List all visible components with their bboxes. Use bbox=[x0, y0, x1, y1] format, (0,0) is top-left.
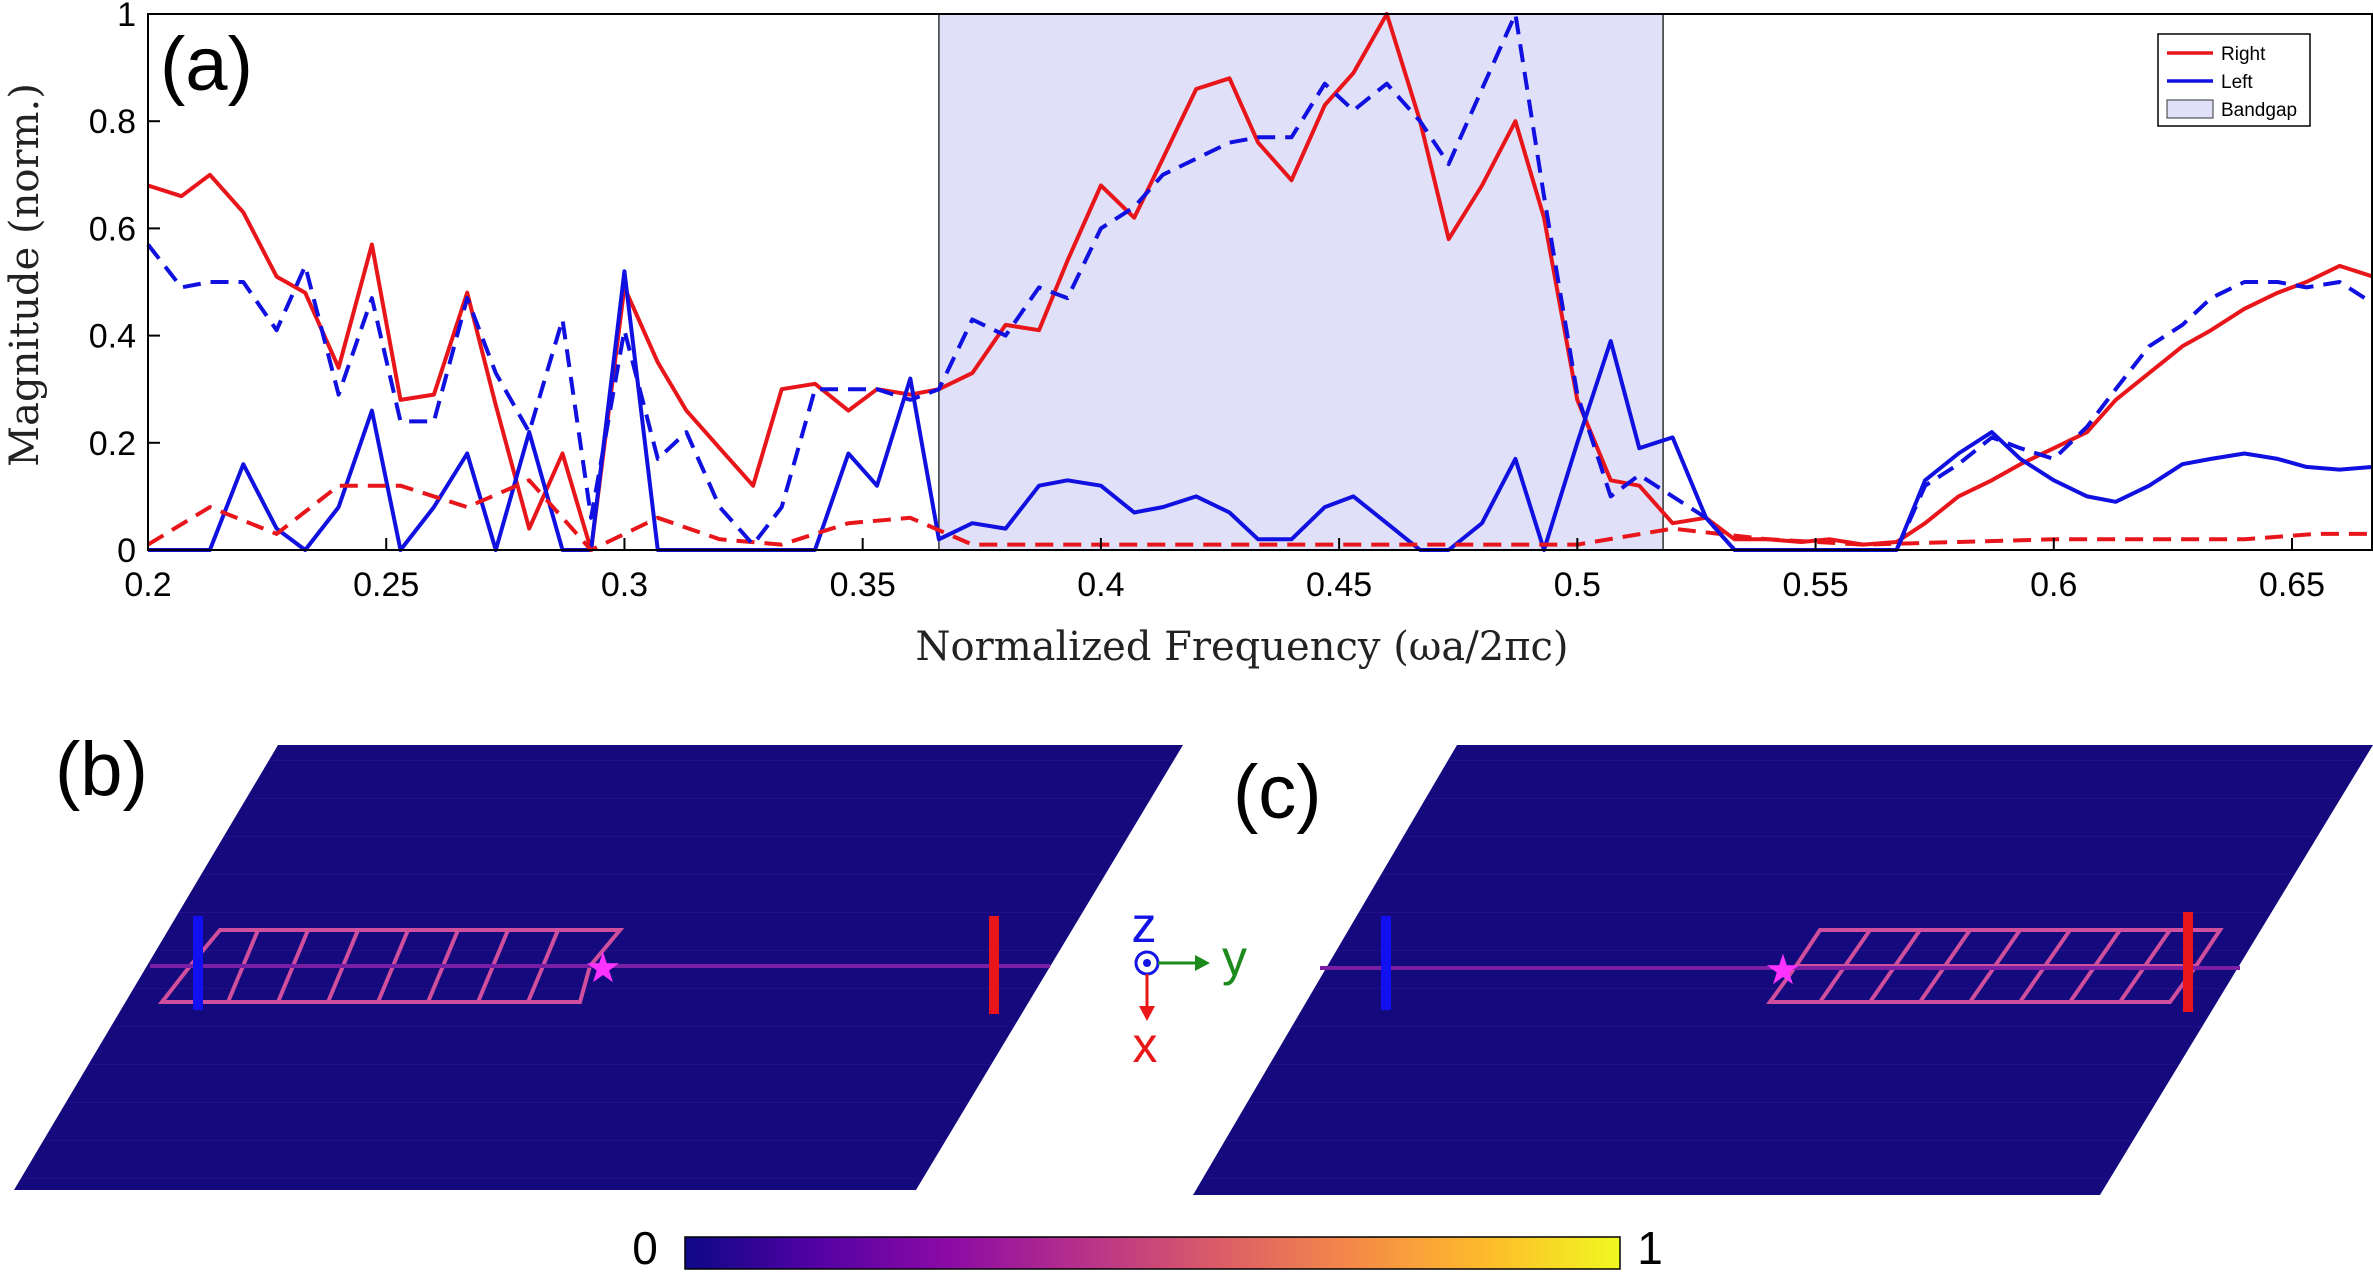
field-map-b: (b) ★ bbox=[14, 727, 1183, 1190]
plot-lines bbox=[146, 12, 2373, 552]
x-axis-label: x bbox=[1133, 1017, 1158, 1073]
x-tick-label: 0.55 bbox=[1782, 566, 1848, 604]
y-tick-label: 0.4 bbox=[89, 318, 136, 356]
y-axis-label: Magnitude (norm.) bbox=[2, 83, 48, 467]
legend-label-left: Left bbox=[2221, 72, 2253, 93]
source-star-b-icon: ★ bbox=[584, 944, 622, 991]
panel-label-c: (c) bbox=[1233, 750, 1322, 835]
colorbar: 0 1 bbox=[632, 1222, 1663, 1273]
right-detector-b bbox=[989, 916, 999, 1014]
x-tick-label: 0.6 bbox=[2030, 566, 2077, 604]
x-tick-label: 0.3 bbox=[601, 566, 648, 604]
legend-swatch-bandgap bbox=[2166, 99, 2214, 119]
legend-label-right: Right bbox=[2221, 44, 2266, 65]
x-tick-label: 0.65 bbox=[2259, 566, 2325, 604]
coordinate-axes-icon: z y x bbox=[1132, 897, 1248, 1073]
z-axis-dot bbox=[1143, 959, 1151, 967]
y-tick-label: 0.6 bbox=[89, 210, 136, 248]
x-axis-ticks: 0.2 0.25 0.3 0.35 0.4 0.45 0.5 0.55 0.6 0.65 bbox=[124, 538, 2325, 604]
y-tick-label: 0.2 bbox=[89, 425, 136, 463]
y-tick-label: 1 bbox=[117, 0, 136, 34]
y-axis-ticks: 0 0.2 0.4 0.6 0.8 1 bbox=[89, 0, 160, 570]
legend-label-bandgap: Bandgap bbox=[2221, 100, 2297, 121]
series-line-right bbox=[147, 12, 2373, 552]
series-line-right-dashed bbox=[146, 478, 2373, 552]
colorbar-max-label: 1 bbox=[1637, 1222, 1663, 1273]
right-detector-c bbox=[2183, 912, 2193, 1012]
y-axis-arrow-head-icon bbox=[1195, 955, 1210, 971]
magnitude-chart: 0.2 0.25 0.3 0.35 0.4 0.45 0.5 0.55 0.6 0.65 00.2… bbox=[2, 0, 2373, 670]
legend: Right Left Bandgap bbox=[2157, 33, 2311, 127]
z-axis-label: z bbox=[1132, 897, 1157, 953]
x-tick-label: 0.2 bbox=[124, 566, 171, 604]
plot-axes-frame bbox=[147, 13, 2373, 551]
x-axis-arrow-head-icon bbox=[1139, 1006, 1155, 1021]
x-tick-label: 0.45 bbox=[1306, 566, 1372, 604]
field-map-c: (c) ★ bbox=[1193, 745, 2373, 1195]
colorbar-gradient bbox=[684, 1236, 1621, 1270]
x-axis-label: Normalized Frequency (ωa/2πc) bbox=[916, 624, 1569, 670]
left-detector-b bbox=[193, 916, 203, 1010]
x-tick-label: 0.4 bbox=[1077, 566, 1124, 604]
y-axis-label: y bbox=[1222, 930, 1247, 986]
x-tick-label: 0.25 bbox=[353, 566, 419, 604]
x-tick-label: 0.35 bbox=[830, 566, 896, 604]
source-star-c-icon: ★ bbox=[1764, 946, 1802, 993]
y-tick-label: 0 bbox=[117, 532, 136, 570]
series-line-left-dashed bbox=[146, 12, 2373, 552]
x-tick-label: 0.5 bbox=[1554, 566, 1601, 604]
series-line-left bbox=[148, 269, 2373, 552]
panel-label-a: (a) bbox=[160, 22, 253, 107]
colorbar-min-label: 0 bbox=[632, 1222, 658, 1273]
left-detector-c bbox=[1381, 916, 1391, 1010]
y-tick-label: 0.8 bbox=[89, 103, 136, 141]
panel-label-b: (b) bbox=[55, 727, 148, 812]
